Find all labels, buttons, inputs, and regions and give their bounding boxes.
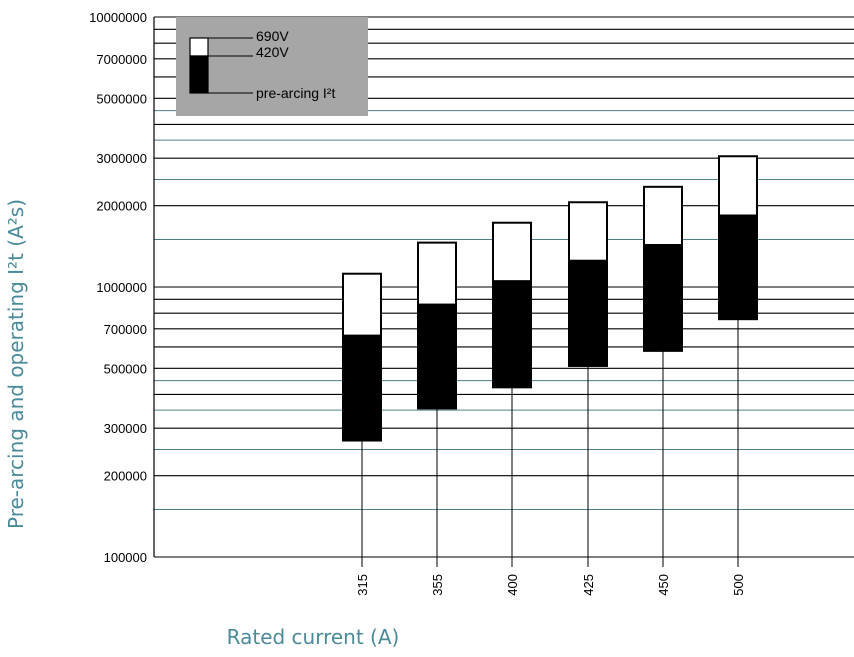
- y-tick-label: 1000000: [96, 280, 147, 295]
- bar-420v-segment: [492, 280, 532, 389]
- y-tick-label: 100000: [104, 550, 147, 565]
- y-tick-label: 2000000: [96, 199, 147, 214]
- bar-420v-segment: [718, 214, 758, 321]
- x-tick-label: 450: [656, 574, 671, 596]
- y-tick-label: 500000: [104, 361, 147, 376]
- bar-690v-segment: [417, 241, 457, 306]
- x-tick-label: 315: [355, 574, 370, 596]
- bar-stems: [361, 319, 739, 567]
- legend-swatch-lower: [189, 55, 209, 94]
- bar-690v-segment: [568, 201, 608, 262]
- y-tick-label: 5000000: [96, 91, 147, 106]
- y-tick-label: 7000000: [96, 52, 147, 67]
- bars: [342, 155, 758, 442]
- x-tick-label: 425: [581, 574, 596, 596]
- y-tick-label: 700000: [104, 322, 147, 337]
- y-tick-label: 300000: [104, 421, 147, 436]
- y-tick-label: 200000: [104, 469, 147, 484]
- y-tick-label: 3000000: [96, 151, 147, 166]
- legend-swatch-upper: [189, 37, 209, 57]
- bar-420v-segment: [342, 334, 382, 442]
- bar-690v-segment: [718, 155, 758, 217]
- x-tick-label: 500: [731, 574, 746, 596]
- x-tick-label: 400: [505, 574, 520, 596]
- bar-690v-segment: [492, 221, 532, 283]
- legend-label-690v: 690V: [256, 28, 289, 44]
- bar-690v-segment: [342, 272, 382, 337]
- bar-420v-segment: [417, 303, 457, 410]
- legend: 690V 420V pre-arcing I²t: [176, 17, 368, 116]
- bar-690v-segment: [643, 185, 683, 247]
- y-axis-title: Pre-arcing and operating I²t (A²s): [4, 199, 28, 529]
- y-tick-label: 10000000: [89, 10, 147, 25]
- x-axis-title: Rated current (A): [227, 625, 400, 649]
- legend-label-pre-arcing: pre-arcing I²t: [256, 85, 335, 101]
- x-tick-label: 355: [430, 574, 445, 596]
- bar-420v-segment: [568, 259, 608, 367]
- bar-420v-segment: [643, 244, 683, 352]
- legend-label-420v: 420V: [256, 44, 289, 60]
- y-tick-labels: 10000000 7000000 5000000 3000000 2000000 1000…: [89, 10, 147, 565]
- x-tick-labels: 315 355 400 425 450 500: [355, 574, 746, 596]
